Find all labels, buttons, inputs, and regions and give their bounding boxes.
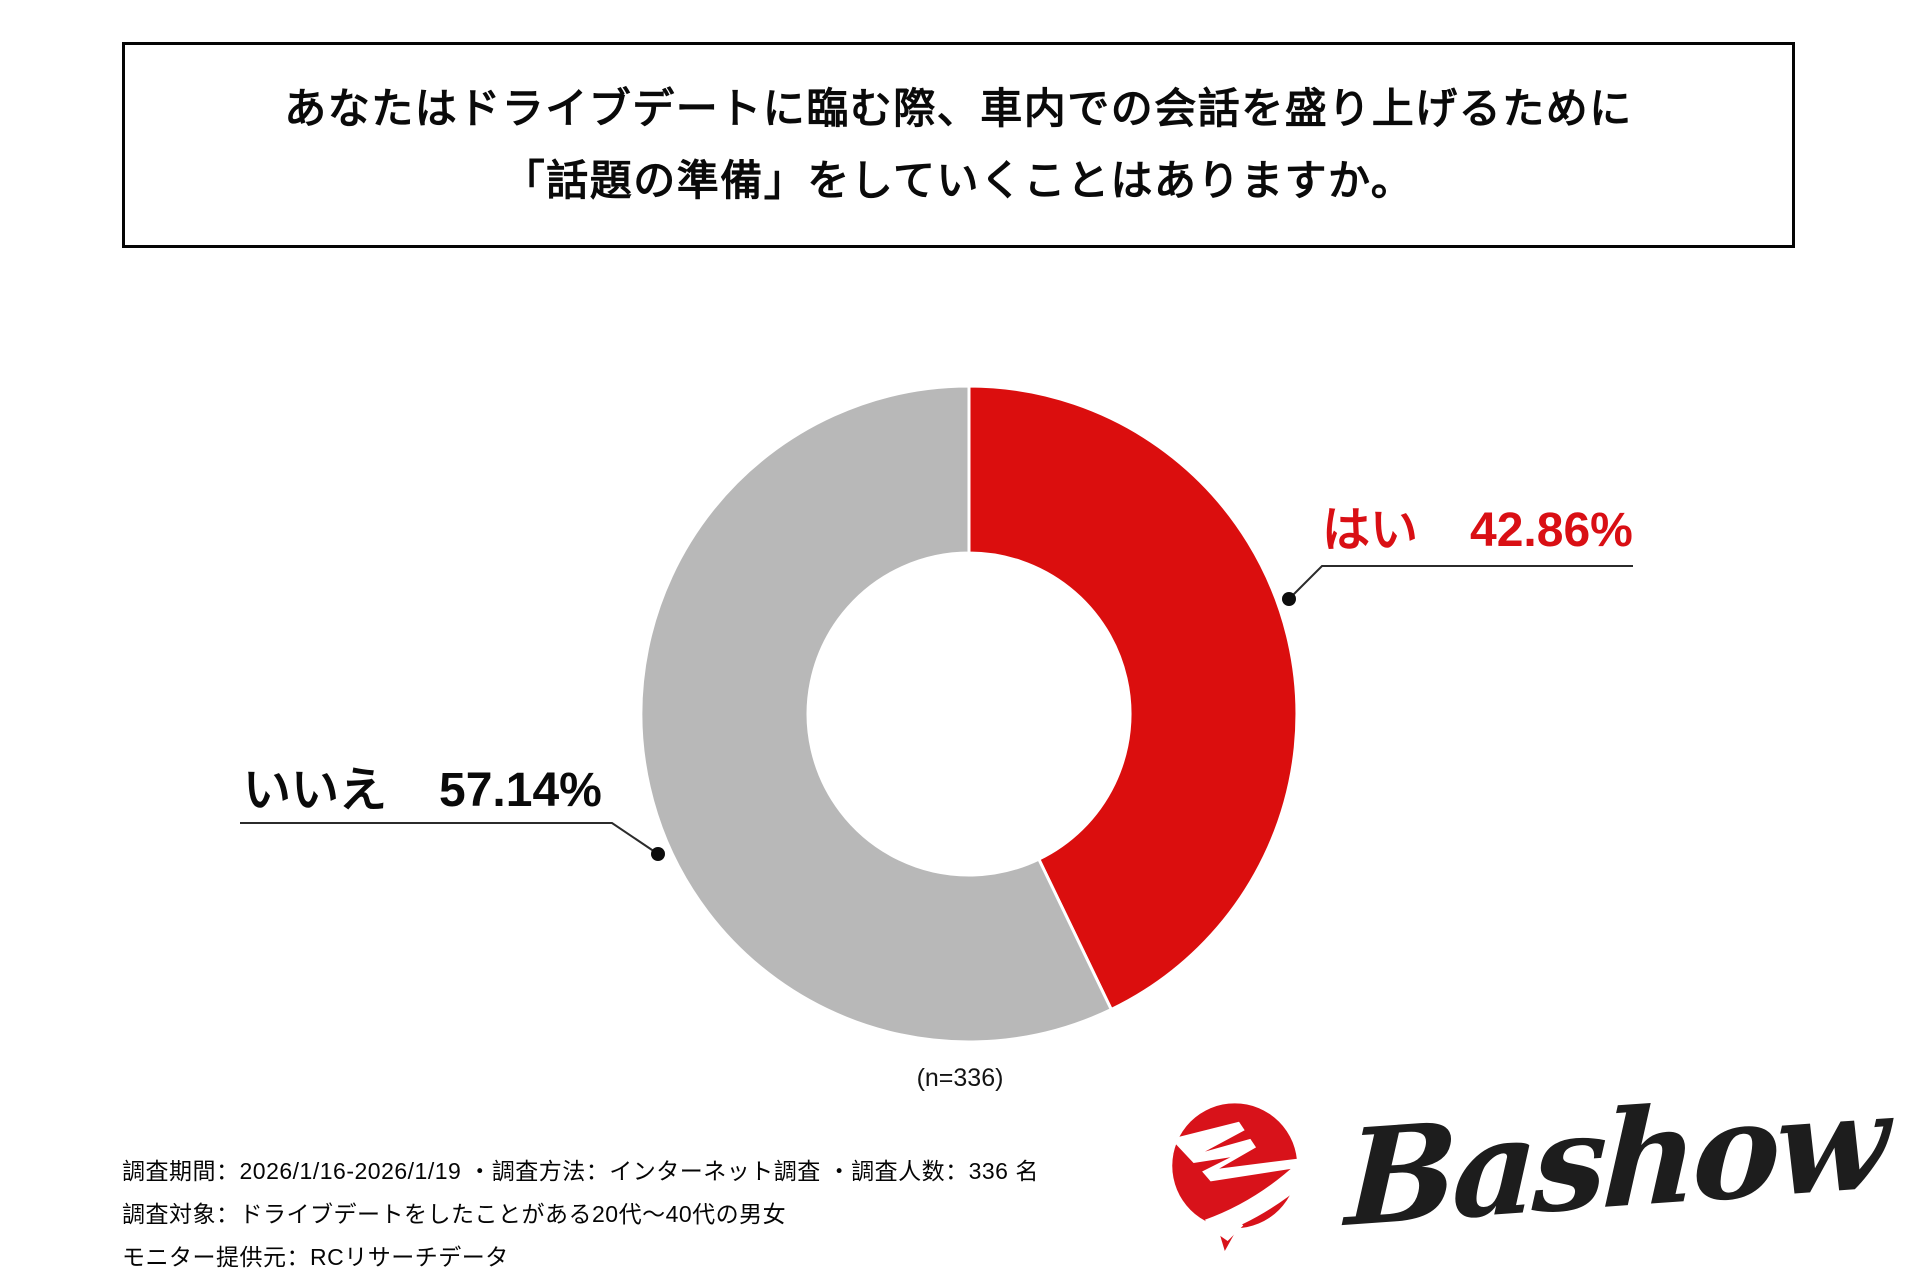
donut-slice-いいえ — [639, 384, 1114, 1044]
callout-no-label: いいえ — [243, 764, 388, 817]
callout-no-value: 57.14% — [439, 764, 602, 817]
leader-yes-dot — [1282, 592, 1296, 606]
leader-no-dot — [651, 847, 665, 861]
survey-meta-line1: 調査期間：2026/1/16-2026/1/19 ・調査方法：インターネット調査… — [122, 1158, 1039, 1184]
leader-yes — [1282, 565, 1633, 606]
survey-meta-line2: 調査対象：ドライブデートをしたことがある20代～40代の男女 — [122, 1201, 787, 1227]
survey-meta: 調査期間：2026/1/16-2026/1/19 ・調査方法：インターネット調査… — [122, 1150, 1039, 1279]
question-title-box: あなたはドライブデートに臨む際、車内での会話を盛り上げるために 「話題の準備」を… — [122, 42, 1795, 248]
donut-slice-はい — [967, 384, 1299, 1012]
question-title-line1: あなたはドライブデートに臨む際、車内での会話を盛り上げるために — [284, 84, 1633, 132]
callout-yes-value: 42.86% — [1470, 504, 1633, 557]
leader-no — [240, 822, 665, 861]
donut-slices — [639, 384, 1299, 1044]
callout-yes-label: はい — [1322, 504, 1419, 557]
callout-no: いいえ 57.14% — [243, 764, 602, 817]
question-title-line2: 「話題の準備」をしていくことはありますか。 — [502, 157, 1415, 204]
bashow-logo: Bashow — [1168, 1064, 1887, 1262]
bashow-logo-mark-icon — [1170, 1103, 1306, 1251]
bashow-logo-wordmark: Bashow — [1343, 1063, 1887, 1258]
sample-size-note: (n=336) — [916, 1064, 1004, 1092]
callout-yes: はい 42.86% — [1322, 504, 1633, 557]
survey-meta-line3: モニター提供元：RCリサーチデータ — [122, 1244, 509, 1270]
